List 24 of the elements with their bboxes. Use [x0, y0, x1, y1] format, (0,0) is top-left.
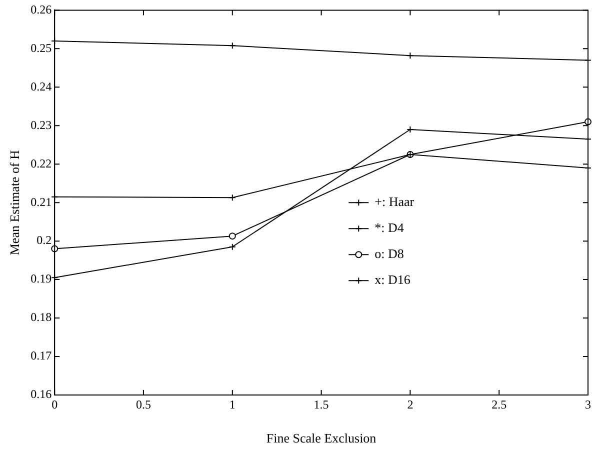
y-tick-label: 0.25	[30, 40, 52, 55]
x-tick-label: 1	[229, 397, 236, 412]
y-tick-label: 0.22	[30, 156, 52, 170]
y-tick-label: 0.16	[30, 387, 52, 402]
x-tick-label: 3	[585, 397, 591, 412]
y-tick-label: 0.18	[30, 310, 52, 324]
x-tick-label: 0	[52, 397, 58, 412]
y-tick-label: 0.19	[30, 272, 52, 286]
y-tick-label: 0.23	[30, 118, 52, 132]
x-tick-label: 0.5	[136, 397, 151, 412]
y-axis-title: Mean Estimate of H	[7, 150, 22, 256]
y-tick-label: 0.2	[36, 233, 52, 248]
legend-label: o: D8	[374, 246, 404, 262]
legend-label: x: D16	[374, 272, 411, 288]
x-tick-label: 2.5	[492, 397, 507, 412]
y-tick-label: 0.21	[30, 194, 52, 209]
legend-label: +: Haar	[374, 194, 415, 210]
x-axis-title: Fine Scale Exclusion	[266, 430, 377, 446]
x-tick-label: 2	[407, 397, 414, 412]
legend-label: *: D4	[374, 220, 404, 236]
y-tick-label: 0.24	[30, 79, 52, 94]
x-tick-label: 1.5	[314, 397, 329, 412]
y-tick-label: 0.26	[30, 2, 52, 16]
y-tick-label: 0.17	[30, 348, 52, 363]
